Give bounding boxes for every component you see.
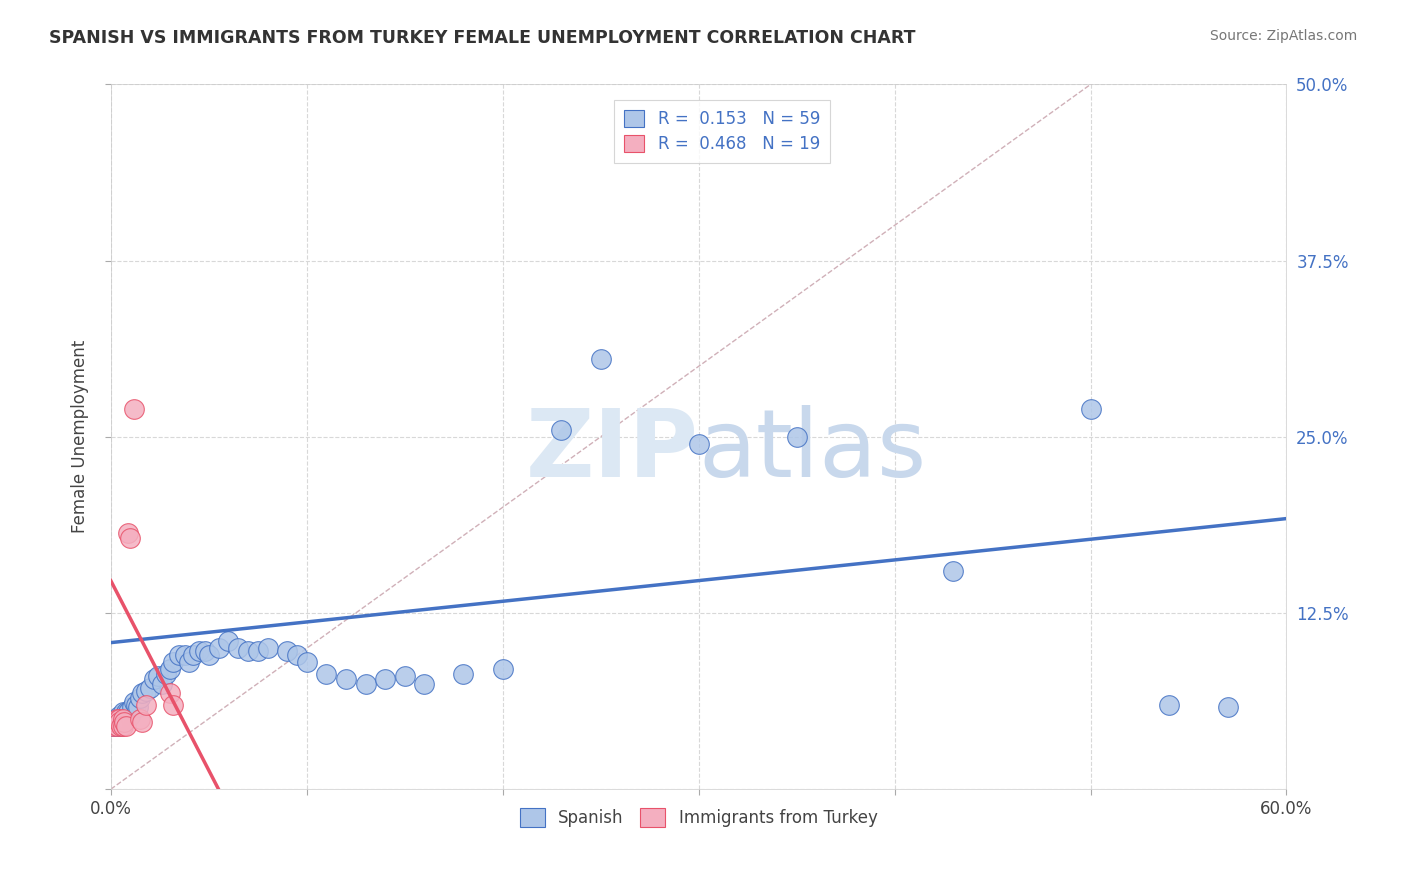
Point (124, 401, 146, 416)
Point (276, 644, 298, 658)
Point (335, 673, 357, 687)
Point (187, 644, 209, 658)
Point (179, 656, 201, 670)
Point (110, 712, 132, 726)
Point (124, 695, 146, 709)
Point (127, 700, 149, 714)
Point (1157, 698, 1180, 712)
Point (159, 662, 181, 676)
Point (550, 423, 572, 437)
Text: SPANISH VS IMMIGRANTS FROM TURKEY FEMALE UNEMPLOYMENT CORRELATION CHART: SPANISH VS IMMIGRANTS FROM TURKEY FEMALE… (49, 29, 915, 47)
Point (114, 714, 136, 729)
Point (413, 676, 436, 690)
Point (162, 656, 184, 670)
Point (105, 719, 128, 733)
Point (174, 648, 197, 663)
Point (688, 437, 710, 451)
Point (246, 644, 269, 658)
Point (217, 634, 239, 648)
Point (285, 648, 308, 663)
Point (226, 641, 249, 656)
Point (115, 705, 138, 719)
Point (117, 705, 139, 719)
Point (111, 712, 134, 726)
Point (105, 712, 128, 726)
Point (394, 669, 416, 683)
Point (111, 719, 134, 733)
Point (135, 698, 157, 712)
Point (131, 686, 153, 700)
Point (786, 430, 808, 444)
Y-axis label: Female Unemployment: Female Unemployment (72, 340, 89, 533)
Point (107, 714, 129, 729)
Point (197, 648, 219, 663)
Point (159, 686, 181, 700)
Text: ZIP: ZIP (526, 405, 699, 497)
Point (120, 709, 142, 723)
Point (110, 719, 132, 733)
Point (1216, 700, 1239, 714)
Point (104, 714, 127, 729)
Point (129, 712, 152, 726)
Point (114, 714, 136, 729)
Point (110, 719, 132, 733)
Point (115, 719, 138, 733)
Point (315, 666, 337, 681)
Point (129, 690, 152, 705)
Point (162, 698, 184, 712)
Point (374, 673, 396, 687)
Point (114, 709, 136, 723)
Point (150, 676, 173, 690)
Point (453, 666, 475, 681)
Point (105, 719, 128, 733)
Point (139, 681, 162, 695)
Legend: Spanish, Immigrants from Turkey: Spanish, Immigrants from Turkey (513, 802, 884, 834)
Point (107, 709, 129, 723)
Point (942, 564, 965, 578)
Point (125, 698, 148, 712)
Point (142, 673, 165, 687)
Point (155, 666, 177, 681)
Point (107, 714, 129, 729)
Point (121, 700, 143, 714)
Point (120, 531, 142, 545)
Point (589, 352, 612, 367)
Point (105, 712, 128, 726)
Point (354, 676, 377, 690)
Point (492, 662, 515, 676)
Point (101, 719, 124, 733)
Point (236, 644, 259, 658)
Point (101, 719, 124, 733)
Text: Source: ZipAtlas.com: Source: ZipAtlas.com (1209, 29, 1357, 44)
Point (115, 712, 138, 726)
Point (117, 525, 139, 540)
Point (107, 712, 129, 726)
Point (131, 714, 153, 729)
Point (104, 714, 127, 729)
Point (169, 648, 191, 663)
Point (256, 641, 278, 656)
Point (194, 644, 217, 658)
Point (146, 669, 169, 683)
Point (295, 656, 318, 670)
Point (111, 712, 134, 726)
Point (1080, 401, 1102, 416)
Point (207, 641, 229, 656)
Point (111, 705, 134, 719)
Point (181, 648, 204, 663)
Point (135, 683, 157, 698)
Text: atlas: atlas (699, 405, 927, 497)
